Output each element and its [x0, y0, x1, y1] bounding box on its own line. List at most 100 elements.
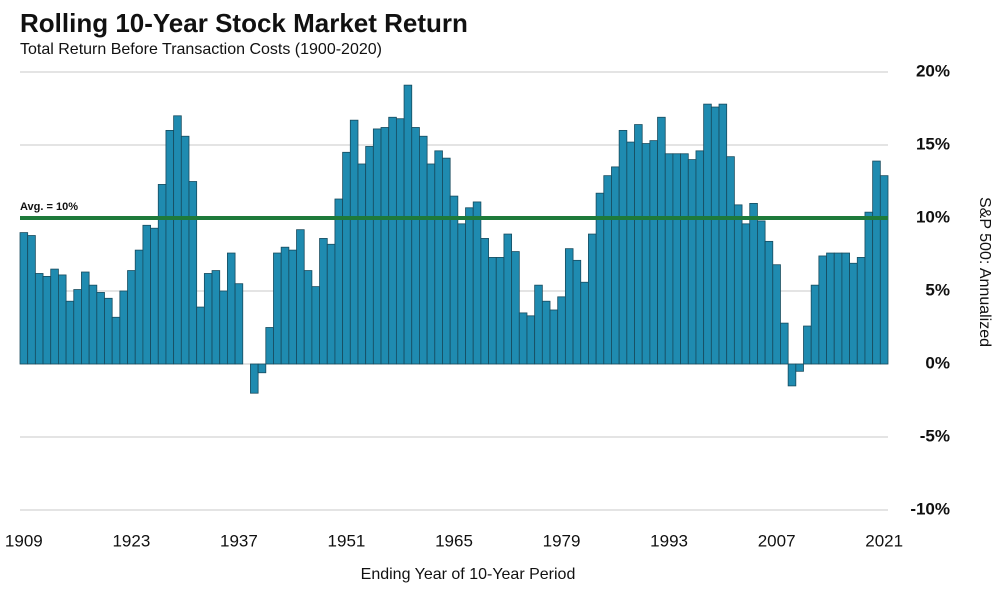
bar — [818, 255, 827, 365]
bar — [511, 251, 520, 365]
bar — [319, 238, 328, 365]
y-tick-label: -5% — [920, 426, 950, 445]
bar — [34, 273, 44, 365]
bar — [465, 207, 474, 365]
bar — [718, 103, 728, 365]
x-tick-label: 1993 — [650, 531, 688, 550]
bar — [349, 119, 359, 365]
bar — [434, 150, 443, 365]
bar — [380, 127, 390, 365]
bar — [549, 309, 559, 365]
bar — [334, 198, 344, 365]
bar — [180, 135, 190, 365]
bar — [142, 224, 151, 365]
bar — [495, 257, 505, 365]
bar — [411, 127, 420, 365]
bar — [42, 275, 52, 365]
average-annotation: Avg. = 10% — [20, 201, 78, 213]
bar — [526, 315, 536, 365]
bar — [188, 181, 198, 365]
bar — [618, 129, 628, 365]
bar — [872, 160, 881, 365]
bar — [733, 204, 743, 365]
bar — [65, 300, 75, 365]
bar — [250, 363, 259, 394]
bar — [219, 290, 228, 365]
y-axis-title: S&P 500: Annualized — [976, 197, 993, 347]
bar — [787, 363, 797, 387]
bar — [664, 153, 674, 365]
bar — [288, 249, 297, 365]
bar — [480, 238, 489, 365]
bar — [849, 262, 858, 365]
bar — [111, 316, 121, 365]
bar — [841, 252, 850, 365]
bar — [657, 116, 666, 365]
bar — [81, 271, 90, 365]
bar — [572, 259, 582, 365]
bar — [134, 249, 144, 365]
bar — [119, 290, 128, 365]
bar — [764, 240, 774, 365]
bar — [173, 115, 182, 365]
y-tick-label: -10% — [910, 499, 950, 518]
bar — [27, 235, 36, 365]
bar — [641, 143, 651, 365]
bar — [879, 175, 889, 365]
bar — [626, 141, 635, 365]
x-tick-label: 1909 — [5, 531, 43, 550]
bar — [73, 289, 82, 365]
bar — [826, 252, 835, 365]
bar — [357, 163, 367, 365]
bar — [388, 116, 397, 365]
bar — [749, 202, 758, 365]
bar — [503, 233, 513, 365]
bar — [564, 248, 574, 365]
y-tick-label: 0% — [925, 353, 950, 372]
chart-subtitle: Total Return Before Transaction Costs (1… — [20, 41, 382, 58]
bar — [580, 281, 589, 365]
x-tick-label: 1937 — [220, 531, 258, 550]
x-tick-label: 1923 — [112, 531, 150, 550]
bar — [472, 201, 482, 365]
bar — [541, 300, 551, 365]
bar — [165, 129, 175, 365]
bar — [588, 233, 597, 365]
bar — [518, 312, 528, 365]
bar — [457, 223, 466, 365]
bar — [157, 184, 167, 365]
bar — [741, 223, 751, 365]
bar — [557, 296, 566, 365]
bar — [833, 252, 843, 365]
bar — [426, 163, 436, 365]
bar — [687, 159, 697, 365]
bar — [442, 157, 451, 365]
x-axis-title: Ending Year of 10-Year Period — [361, 566, 576, 583]
bar — [127, 270, 136, 365]
bar — [603, 175, 612, 365]
bar — [203, 273, 213, 365]
y-tick-label: 20% — [916, 61, 950, 80]
x-tick-label: 1979 — [543, 531, 581, 550]
bar — [780, 322, 789, 365]
x-tick-label: 1951 — [328, 531, 366, 550]
bar — [419, 135, 428, 365]
bar — [257, 363, 267, 374]
bar — [211, 270, 221, 365]
bar — [326, 243, 336, 365]
bar — [342, 151, 351, 365]
bar — [226, 252, 236, 365]
bar — [273, 252, 282, 365]
bar — [365, 146, 374, 365]
y-tick-label: 5% — [925, 280, 950, 299]
bar — [96, 292, 105, 365]
bar — [634, 124, 643, 365]
bar — [403, 84, 413, 365]
bar — [803, 325, 812, 365]
bar — [104, 297, 113, 365]
bar — [757, 220, 766, 365]
bar — [265, 327, 274, 365]
chart-title: Rolling 10-Year Stock Market Return — [20, 8, 468, 38]
bar — [296, 229, 305, 365]
bar — [19, 232, 29, 365]
